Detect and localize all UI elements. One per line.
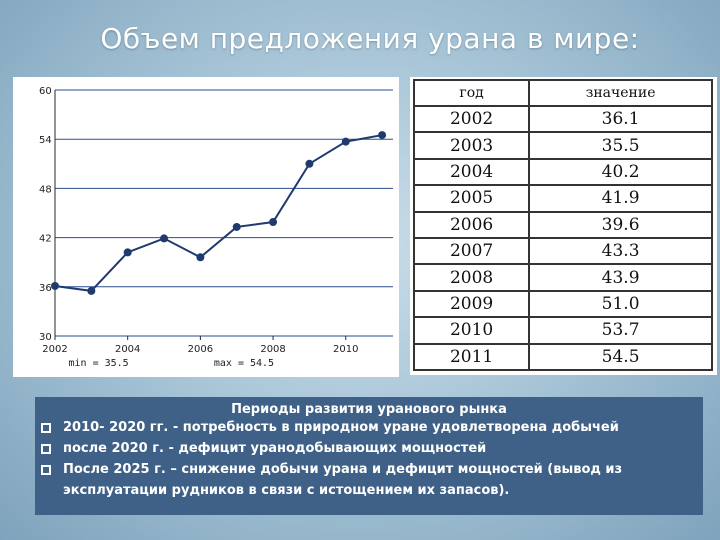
table-header-row: год значение	[412, 79, 713, 107]
periods-heading: Периоды развития уранового рынка	[231, 402, 507, 417]
min-annotation: min = 35.5	[69, 358, 129, 369]
cell-year: 2007	[412, 236, 531, 266]
data-point	[305, 159, 314, 168]
cell-value: 36.1	[528, 104, 713, 134]
table-row: 2002 36.1	[412, 104, 713, 134]
y-tick-label: 36	[39, 283, 52, 294]
square-bullet-icon	[41, 423, 51, 433]
cell-year: 2010	[412, 316, 531, 345]
header-value: значение	[528, 79, 713, 107]
series-line	[54, 134, 383, 292]
cell-value: 40.2	[528, 157, 713, 187]
table-row: 2011 54.5	[412, 342, 713, 372]
cell-year: 2009	[412, 289, 531, 319]
periods-list: 2010- 2020 гг. - потребность в природном…	[35, 417, 703, 501]
table-row: 2005 41.9	[412, 184, 713, 213]
line-chart: 30 36 42 48 54 60 2002 2004 2006 2008 2010 min = 35…	[39, 86, 393, 369]
cell-year: 2011	[412, 342, 531, 372]
x-tick-label: 2008	[260, 344, 285, 355]
x-tick-label: 2006	[188, 344, 213, 355]
table-row: 2010 53.7	[412, 316, 713, 345]
slide-title: Объем предложения урана в мире:	[100, 22, 640, 55]
square-bullet-icon	[41, 465, 51, 475]
data-point	[196, 253, 205, 262]
table-row: 2009 51.0	[412, 289, 713, 319]
data-point	[269, 218, 278, 227]
table-row: 2006 39.6	[412, 210, 713, 239]
cell-value: 51.0	[528, 289, 713, 319]
data-point	[123, 248, 132, 257]
cell-value: 43.9	[528, 263, 713, 292]
cell-year: 2008	[412, 263, 531, 292]
data-table-panel: год значение 2002 36.1 2003 35.5 2004 40.2 …	[410, 77, 717, 375]
table-row: 2008 43.9	[412, 263, 713, 292]
x-tick-label: 2004	[115, 344, 140, 355]
x-tick-label: 2010	[333, 344, 358, 355]
cell-value: 54.5	[528, 342, 713, 372]
cell-value: 41.9	[528, 184, 713, 213]
market-periods-box: Периоды развития уранового рынка 2010- 2…	[35, 397, 703, 515]
data-point	[341, 137, 350, 146]
data-point	[87, 286, 96, 295]
square-bullet-icon	[41, 444, 51, 454]
y-tick-label: 30	[39, 332, 52, 343]
cell-value: 53.7	[528, 316, 713, 345]
y-tick-label: 42	[39, 234, 52, 245]
data-table: год значение 2002 36.1 2003 35.5 2004 40.2 …	[412, 79, 713, 372]
period-item: 2010- 2020 гг. - потребность в природном…	[35, 417, 703, 438]
data-point	[232, 222, 241, 231]
period-item: После 2025 г. – снижение добычи урана и …	[35, 459, 703, 501]
x-tick-label: 2002	[42, 344, 67, 355]
y-tick-label: 48	[39, 184, 52, 195]
data-point	[378, 131, 387, 140]
period-text: После 2025 г. – снижение добычи урана и …	[63, 462, 623, 498]
y-tick-label: 54	[39, 135, 52, 146]
cell-year: 2005	[412, 184, 531, 213]
cell-value: 35.5	[528, 131, 713, 160]
max-annotation: max = 54.5	[214, 358, 274, 369]
table-row: 2003 35.5	[412, 131, 713, 160]
cell-year: 2002	[412, 104, 531, 134]
table-row: 2004 40.2	[412, 157, 713, 187]
data-point	[51, 281, 59, 290]
cell-value: 39.6	[528, 210, 713, 239]
period-item: после 2020 г. - дефицит уранодобывающих …	[35, 438, 703, 459]
y-tick-label: 60	[39, 86, 52, 97]
line-chart-panel: 30 36 42 48 54 60 2002 2004 2006 2008 2010 min = 35…	[13, 77, 399, 377]
header-year: год	[412, 79, 531, 107]
period-text: после 2020 г. - дефицит уранодобывающих …	[63, 441, 487, 456]
data-point	[160, 234, 169, 243]
cell-year: 2003	[412, 131, 531, 160]
cell-year: 2006	[412, 210, 531, 239]
cell-year: 2004	[412, 157, 531, 187]
period-text: 2010- 2020 гг. - потребность в природном…	[63, 420, 619, 435]
cell-value: 43.3	[528, 236, 713, 266]
table-row: 2007 43.3	[412, 236, 713, 266]
